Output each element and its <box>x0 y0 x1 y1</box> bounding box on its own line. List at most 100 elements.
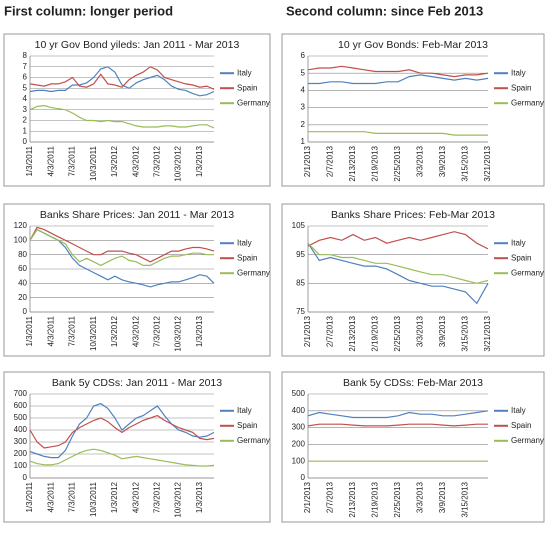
y-tick-label: 7 <box>23 62 28 71</box>
x-tick-label: 3/3/2013 <box>416 315 425 347</box>
x-tick-label: 1/3/2011 <box>25 145 34 176</box>
legend-label: Germany <box>237 98 270 107</box>
legend-label: Italy <box>511 238 526 247</box>
x-tick-label: 1/3/2013 <box>195 145 204 177</box>
x-tick-label: 3/15/2013 <box>461 145 470 181</box>
series-line <box>29 104 215 129</box>
y-tick-label: 1 <box>23 126 28 135</box>
x-tick-label: 1/3/2011 <box>25 315 34 346</box>
y-tick-label: 400 <box>292 406 306 415</box>
x-tick-label: 2/1/2013 <box>303 315 312 347</box>
series-line <box>307 242 489 284</box>
y-tick-label: 0 <box>23 137 28 146</box>
x-tick-label: 1/3/2011 <box>25 481 34 512</box>
series-line <box>29 226 215 263</box>
column-header: Second column: since Feb 2013 <box>286 3 483 18</box>
panel <box>281 203 545 357</box>
chart-title: 10 yr Gov Bonds: Feb-Mar 2013 <box>338 39 488 51</box>
y-tick-label: 0 <box>23 307 28 316</box>
x-tick-label: 3/9/2013 <box>438 145 447 177</box>
series-line <box>308 131 488 136</box>
series-line <box>29 448 215 467</box>
legend-label: Germany <box>511 268 544 277</box>
legend-label: Spain <box>237 421 257 430</box>
y-tick-label: 300 <box>14 437 28 446</box>
y-tick-label: 6 <box>301 51 306 60</box>
x-tick-label: 10/3/2011 <box>89 481 98 517</box>
x-tick-label: 2/19/2013 <box>371 315 380 351</box>
x-tick-label: 2/1/2013 <box>303 481 312 513</box>
x-tick-label: 2/7/2013 <box>326 145 335 177</box>
x-tick-label: 3/9/2013 <box>438 315 447 347</box>
y-tick-label: 200 <box>14 449 28 458</box>
y-tick-label: 4 <box>23 94 28 103</box>
legend-label: Spain <box>511 421 531 430</box>
y-tick-label: 100 <box>14 235 28 244</box>
x-tick-label: 1/3/2012 <box>110 481 119 513</box>
y-tick-label: 300 <box>292 423 306 432</box>
legend-label: Germany <box>511 98 544 107</box>
series-line <box>307 65 489 78</box>
y-tick-label: 6 <box>23 73 28 82</box>
y-tick-label: 85 <box>296 278 305 287</box>
x-tick-label: 7/3/2012 <box>152 145 161 177</box>
legend-label: Spain <box>237 83 257 92</box>
series-line <box>29 228 214 267</box>
x-tick-label: 3/9/2013 <box>438 481 447 513</box>
y-tick-label: 500 <box>14 413 28 422</box>
x-tick-label: 3/3/2013 <box>416 145 425 177</box>
x-tick-label: 7/3/2011 <box>68 315 77 346</box>
legend-label: Spain <box>237 253 257 262</box>
x-tick-label: 2/13/2013 <box>348 145 357 181</box>
y-tick-label: 1 <box>301 137 306 146</box>
series-line <box>307 242 489 305</box>
panel <box>281 33 545 187</box>
panel <box>281 371 545 523</box>
series-line <box>29 228 215 288</box>
series-line <box>307 410 489 419</box>
y-tick-label: 3 <box>301 103 306 112</box>
x-tick-label: 1/3/2013 <box>195 315 204 347</box>
y-tick-label: 200 <box>292 440 306 449</box>
y-tick-label: 8 <box>23 51 28 60</box>
y-tick-label: 4 <box>301 86 306 95</box>
column-header: First column: longer period <box>4 3 173 18</box>
x-tick-label: 2/13/2013 <box>348 481 357 517</box>
x-tick-label: 7/3/2012 <box>152 481 161 513</box>
chart-title: Bank 5y CDSs: Feb-Mar 2013 <box>343 377 483 389</box>
legend-label: Spain <box>511 253 531 262</box>
x-tick-label: 2/1/2013 <box>303 145 312 177</box>
y-tick-label: 2 <box>301 120 306 129</box>
x-tick-label: 4/3/2012 <box>131 315 140 347</box>
y-tick-label: 0 <box>301 473 306 482</box>
legend-label: Italy <box>511 68 526 77</box>
chart-title: Banks Share Prices: Jan 2011 - Mar 2013 <box>40 209 234 221</box>
legend-label: Germany <box>237 436 270 445</box>
legend-label: Italy <box>511 406 526 415</box>
legend-label: Germany <box>511 436 544 445</box>
x-tick-label: 1/3/2013 <box>195 481 204 513</box>
y-tick-label: 80 <box>18 250 27 259</box>
y-tick-label: 75 <box>296 307 305 316</box>
y-tick-label: 5 <box>23 83 28 92</box>
x-tick-label: 2/13/2013 <box>348 315 357 351</box>
y-tick-label: 3 <box>23 105 28 114</box>
y-tick-label: 95 <box>296 250 305 259</box>
y-tick-label: 600 <box>14 401 28 410</box>
chart-title: Banks Share Prices: Feb-Mar 2013 <box>331 209 495 221</box>
y-tick-label: 105 <box>292 221 306 230</box>
x-tick-label: 4/3/2011 <box>46 481 55 512</box>
legend-label: Spain <box>511 83 531 92</box>
series-line <box>29 402 215 459</box>
chart-title: 10 yr Gov Bond yileds: Jan 2011 - Mar 20… <box>35 39 240 51</box>
x-tick-label: 3/15/2013 <box>461 315 470 351</box>
legend-label: Italy <box>237 406 252 415</box>
y-tick-label: 500 <box>292 389 306 398</box>
y-tick-label: 120 <box>14 221 28 230</box>
x-tick-label: 7/3/2011 <box>68 481 77 512</box>
panel <box>3 203 271 357</box>
y-tick-label: 40 <box>18 278 27 287</box>
x-tick-label: 10/3/2011 <box>89 315 98 351</box>
x-tick-label: 10/3/2012 <box>174 481 183 517</box>
series-line <box>308 74 489 85</box>
